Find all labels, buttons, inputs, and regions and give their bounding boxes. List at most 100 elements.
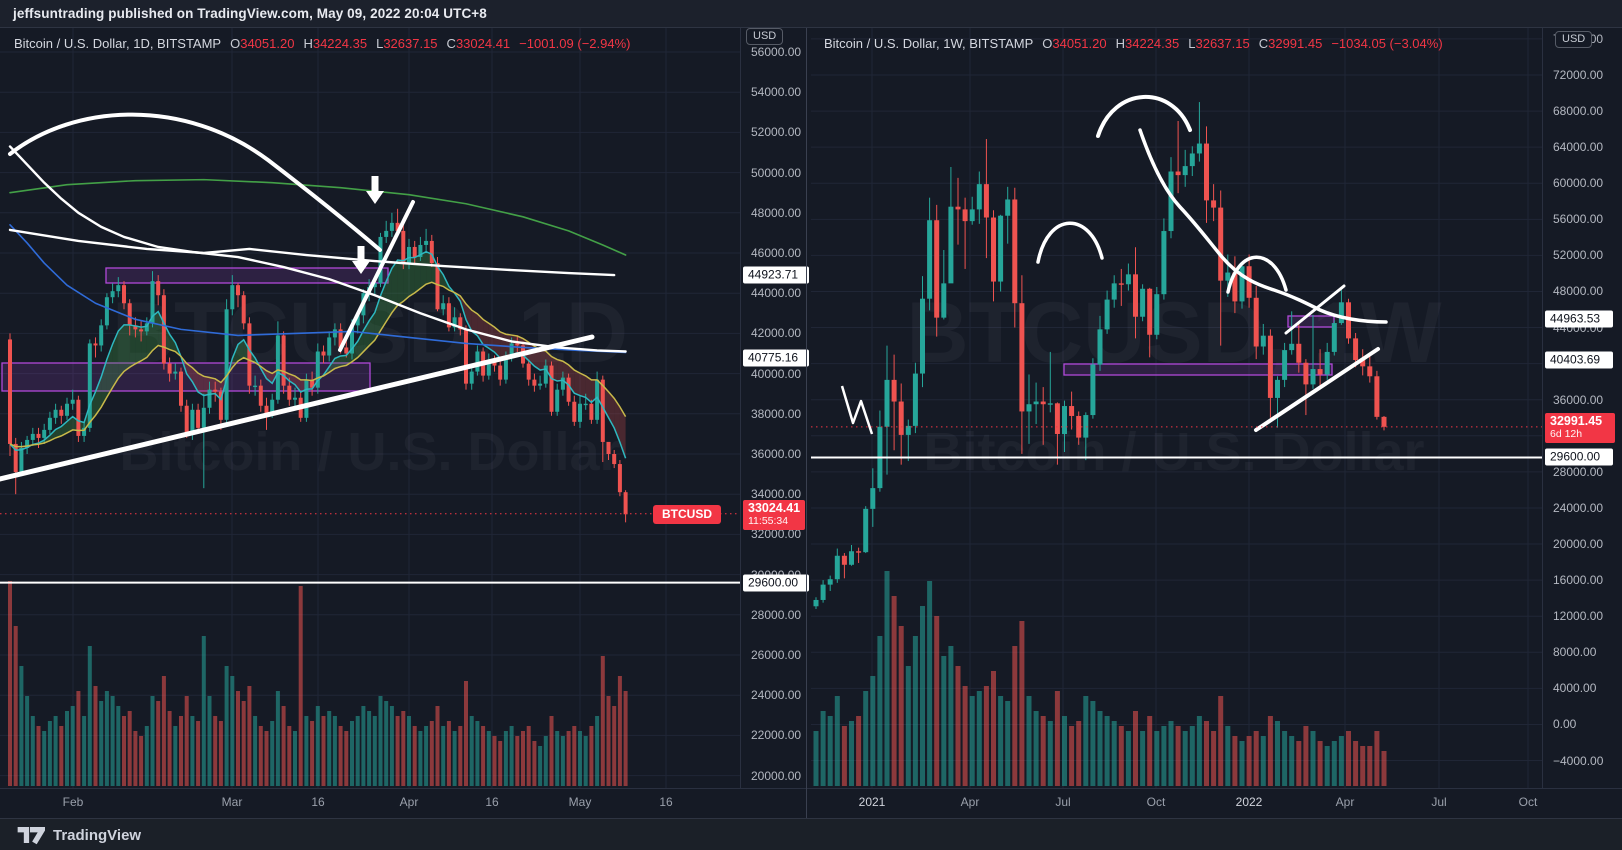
- weekly-price-axis[interactable]: USD 76000.0072000.0068000.0064000.006000…: [1542, 28, 1622, 788]
- ohlc-value: 32991.45: [1268, 36, 1323, 51]
- pane-divider[interactable]: [806, 28, 807, 818]
- down-arrow-icon[interactable]: [352, 246, 370, 274]
- last-price-label[interactable]: 33024.41 11:55:34: [743, 499, 806, 530]
- down-arrow-icon[interactable]: [366, 176, 384, 204]
- drawing-trendline[interactable]: [1254, 347, 1380, 432]
- price-tick-label: 12000.00: [1553, 609, 1604, 624]
- price-tick-label: 56000.00: [1553, 212, 1604, 227]
- price-tick-label: 22000.00: [751, 728, 802, 743]
- last-price-label[interactable]: 32991.45 6d 12h: [1545, 412, 1615, 443]
- price-tick-label: 72000.00: [1553, 68, 1604, 82]
- weekly-time-axis[interactable]: 2021 Apr Jul Oct 2022 Apr Jul Oct: [806, 788, 1622, 819]
- drawing-trendline[interactable]: [1284, 284, 1346, 335]
- ohlc-key: O: [230, 36, 241, 51]
- ohlc-value: 34224.35: [1125, 36, 1180, 51]
- price-tick-label: 20000.00: [751, 768, 802, 783]
- time-axis-label: 2021: [858, 795, 886, 809]
- weekly-change: −1034.05 (−3.04%): [1331, 36, 1443, 51]
- weekly-symbol-title[interactable]: Bitcoin / U.S. Dollar, 1W, BITSTAMP: [824, 36, 1034, 51]
- price-tick-label: 24000.00: [751, 688, 802, 703]
- price-tick-label: 56000.00: [751, 45, 802, 59]
- price-zone: [1, 362, 371, 392]
- drawing-zigzag[interactable]: [840, 385, 874, 435]
- ohlc-value: 34051.20: [1052, 36, 1107, 51]
- ohlc-value: 33024.41: [455, 36, 511, 51]
- price-level-label[interactable]: 44923.71: [743, 266, 809, 284]
- ohlc-value: 34224.35: [312, 36, 368, 51]
- watermark-desc: Bitcoin / U.S. Dollar: [923, 422, 1424, 482]
- drawing-arc[interactable]: [8, 112, 382, 252]
- publish-header-bar: jeffsuntrading published on TradingView.…: [0, 0, 1622, 28]
- price-tick-label: 8000.00: [1553, 645, 1597, 660]
- bar-countdown: 6d 12h: [1550, 427, 1583, 440]
- time-axis-label: Mar: [221, 795, 243, 809]
- price-level-label[interactable]: 40775.16: [743, 349, 809, 367]
- price-tick-label: 54000.00: [751, 85, 802, 100]
- time-axis-label: 2022: [1235, 795, 1263, 809]
- price-tick-label: 46000.00: [751, 246, 802, 260]
- price-level-label[interactable]: 29600.00: [743, 574, 809, 592]
- price-tick-label: 0.00: [1553, 717, 1577, 732]
- price-level-label[interactable]: 29600.00: [1545, 448, 1613, 466]
- time-axis-label: Apr: [960, 795, 980, 809]
- daily-time-axis[interactable]: Feb Mar 16 Apr 16 May 16: [0, 788, 806, 819]
- price-tick-label: 40000.00: [751, 366, 802, 381]
- price-tick-label: 28000.00: [1553, 464, 1604, 479]
- drawing-trendline[interactable]: [0, 334, 595, 482]
- price-tick-label: 42000.00: [751, 326, 802, 341]
- price-level-label[interactable]: 40403.69: [1545, 351, 1613, 369]
- ohlc-value: 32637.15: [1195, 36, 1250, 51]
- price-tick-label: 52000.00: [1553, 248, 1604, 263]
- drawing-arc[interactable]: [1096, 94, 1192, 138]
- tradingview-brand-text[interactable]: TradingView: [53, 826, 142, 844]
- drawing-arc[interactable]: [1138, 128, 1388, 324]
- drawing-arc[interactable]: [1226, 255, 1288, 294]
- ohlc-key: C: [1258, 36, 1269, 51]
- ma-white-steep: [8, 145, 627, 353]
- drawing-trendline[interactable]: [338, 200, 415, 352]
- daily-symbol-title[interactable]: Bitcoin / U.S. Dollar, 1D, BITSTAMP: [14, 36, 222, 51]
- daily-chart-legend[interactable]: Bitcoin / U.S. Dollar, 1D, BITSTAMP O3405…: [14, 36, 630, 51]
- price-tick-label: 36000.00: [1553, 392, 1604, 407]
- price-tick-label: 34000.00: [751, 487, 802, 502]
- price-tick-label: −4000.00: [1553, 753, 1604, 768]
- daily-currency-badge[interactable]: USD: [746, 28, 784, 45]
- price-tick-label: 16000.00: [1553, 573, 1604, 588]
- ohlc-key: H: [1115, 36, 1126, 51]
- price-tick-label: 64000.00: [1553, 140, 1604, 155]
- weekly-chart-legend[interactable]: Bitcoin / U.S. Dollar, 1W, BITSTAMP O3405…: [824, 36, 1443, 51]
- bar-countdown: 11:55:34: [748, 514, 789, 527]
- price-zone: [1063, 363, 1333, 376]
- ma-blue: [9, 224, 627, 354]
- price-tick-label: 60000.00: [1553, 176, 1604, 191]
- weekly-currency-badge[interactable]: USD: [1555, 31, 1593, 48]
- price-tick-label: 20000.00: [1553, 537, 1604, 552]
- last-price-symbol-pill[interactable]: BTCUSD: [653, 505, 721, 524]
- price-tick-label: 48000.00: [751, 205, 802, 220]
- ohlc-key: L: [1188, 36, 1196, 51]
- time-axis-label: Apr: [399, 795, 419, 809]
- drawing-arc[interactable]: [1036, 221, 1104, 264]
- price-tick-label: 38000.00: [751, 406, 802, 421]
- time-axis-label: Oct: [1518, 795, 1538, 809]
- price-tick-label: 24000.00: [1553, 500, 1604, 515]
- price-tick-label: 50000.00: [751, 165, 802, 180]
- price-zone: [105, 267, 389, 284]
- ohlc-key: H: [303, 36, 313, 51]
- ohlc-value: 32637.15: [383, 36, 438, 51]
- price-tick-label: 68000.00: [1553, 104, 1604, 119]
- ohlc-key: C: [446, 36, 456, 51]
- price-tick-label: 32000.00: [751, 527, 802, 542]
- price-tick-label: 28000.00: [751, 607, 802, 622]
- price-level-label[interactable]: 44963.53: [1545, 310, 1613, 328]
- price-tick-label: 48000.00: [1553, 284, 1604, 299]
- time-axis-label: 16: [311, 795, 325, 809]
- tradingview-logo-icon[interactable]: [15, 824, 45, 846]
- price-tick-label: 44000.00: [751, 286, 802, 301]
- price-tick-label: 52000.00: [751, 125, 802, 140]
- ohlc-key: O: [1042, 36, 1053, 51]
- daily-price-axis[interactable]: USD 56000.00 54000.00 52000.00 50000.00 4800…: [740, 28, 811, 788]
